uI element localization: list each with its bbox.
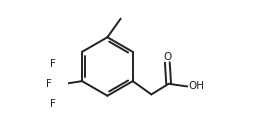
Text: OH: OH [189,81,204,92]
Text: O: O [163,52,172,62]
Text: F: F [50,59,56,69]
Text: F: F [46,79,52,89]
Text: F: F [50,99,56,109]
